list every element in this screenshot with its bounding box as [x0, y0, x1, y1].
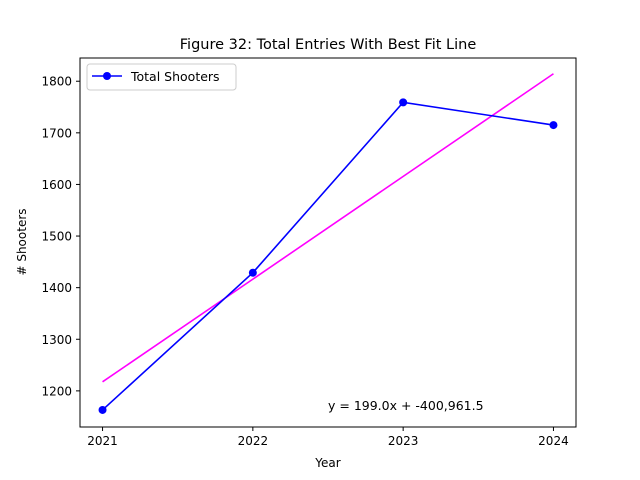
series-points	[98, 98, 558, 414]
y-tick-label: 1600	[41, 178, 72, 192]
data-point-2022	[248, 268, 257, 277]
y-axis-label: # Shooters	[15, 208, 29, 275]
series-line-total-shooters	[102, 101, 554, 411]
legend-box	[86, 63, 237, 91]
y-tick-label: 1200	[41, 384, 72, 398]
plot-area	[98, 73, 558, 414]
best-fit-equation: y = 199.0x + -400,961.5	[328, 398, 484, 413]
x-tick-label: 2024	[538, 434, 569, 448]
y-tick-label: 1700	[41, 126, 72, 140]
legend-label-total-shooters: Total Shooters	[130, 69, 220, 84]
y-tick-label: 1400	[41, 281, 72, 295]
chart-title: Figure 32: Total Entries With Best Fit L…	[180, 37, 477, 53]
x-axis-ticks: 2021 2022 2023 2024	[87, 427, 569, 448]
x-tick-label: 2022	[238, 434, 269, 448]
y-tick-label: 1500	[41, 230, 72, 244]
y-axis-ticks: 1200 1300 1400 1500 1600 1700 1800	[41, 75, 80, 398]
data-point-2024	[549, 121, 558, 130]
y-tick-label: 1300	[41, 333, 72, 347]
x-tick-label: 2021	[87, 434, 118, 448]
x-axis-label: Year	[314, 456, 340, 470]
legend: Total Shooters	[86, 63, 237, 91]
y-tick-label: 1800	[41, 75, 72, 89]
plot-frame	[79, 57, 577, 428]
data-point-2021	[98, 405, 107, 414]
best-fit-line	[102, 73, 554, 383]
x-tick-label: 2023	[388, 434, 419, 448]
legend-marker	[103, 72, 111, 80]
data-point-2023	[399, 98, 408, 107]
